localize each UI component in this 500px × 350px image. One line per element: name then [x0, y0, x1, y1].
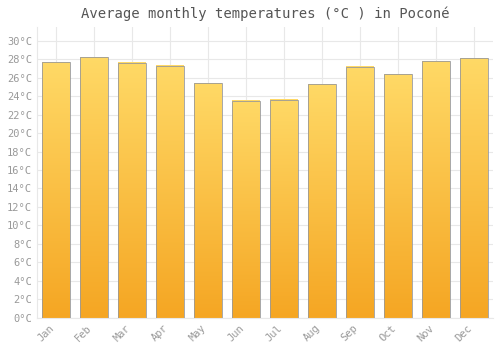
Bar [270, 100, 297, 318]
Bar [156, 65, 184, 318]
Bar [422, 61, 450, 318]
Bar [42, 62, 70, 318]
Bar [384, 74, 411, 318]
Bar [460, 58, 487, 318]
Bar [80, 57, 108, 318]
Bar [308, 84, 336, 318]
Bar [194, 83, 222, 318]
Bar [118, 63, 146, 318]
Title: Average monthly temperatures (°C ) in Poconé: Average monthly temperatures (°C ) in Po… [80, 7, 449, 21]
Bar [232, 101, 260, 318]
Bar [346, 66, 374, 318]
